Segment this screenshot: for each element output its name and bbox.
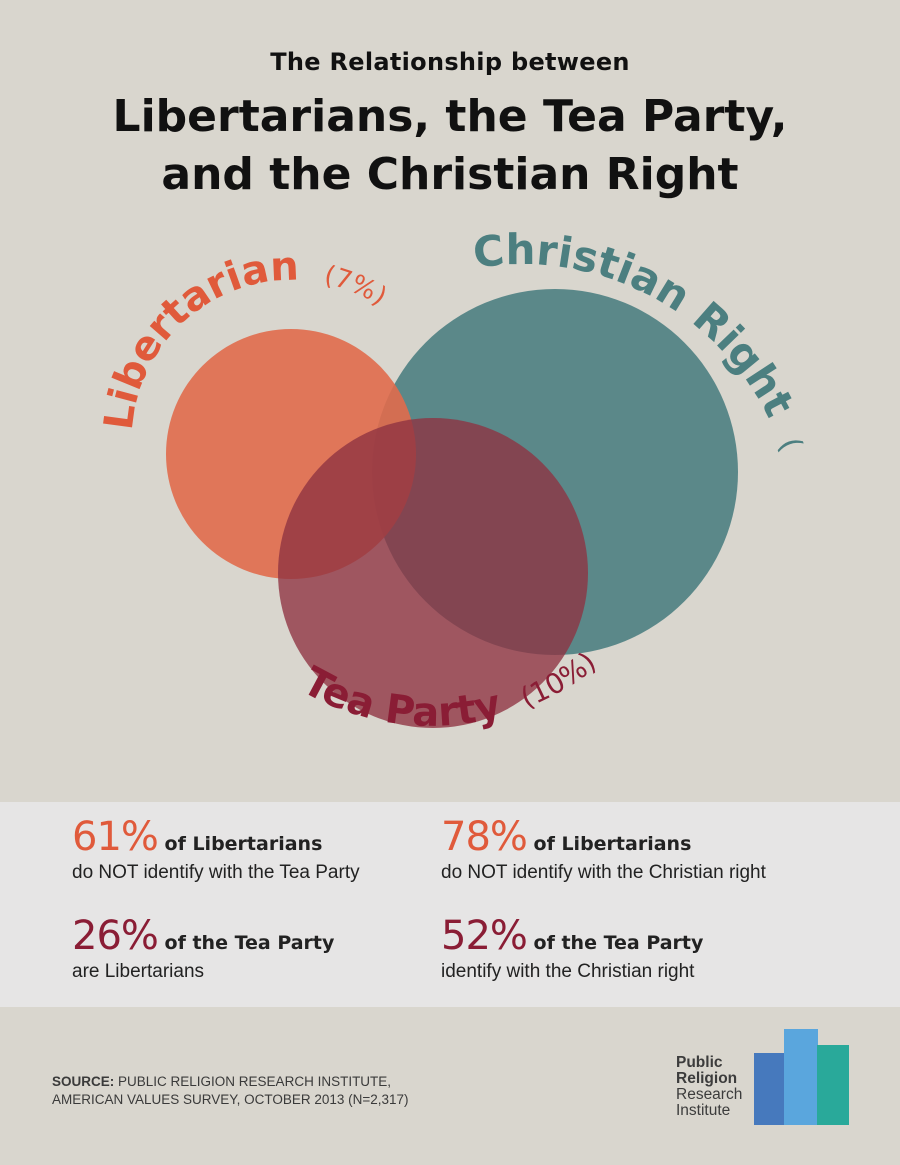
stat-text: are Libertarians <box>72 961 205 982</box>
title-small: The Relationship between <box>270 48 630 76</box>
logo-line-2: Religion <box>676 1070 738 1087</box>
logo-line-1: Public <box>676 1054 723 1071</box>
source-line-1: PUBLIC RELIGION RESEARCH INSTITUTE, <box>114 1074 392 1089</box>
stat-lead: of Libertarians <box>157 833 323 855</box>
stat-percent: 78% <box>441 814 528 860</box>
stat-text: identify with the Christian right <box>441 961 695 982</box>
title-block: The Relationship between Libertarians, t… <box>0 48 900 204</box>
stat-percent: 26% <box>72 913 159 959</box>
source-line-2: AMERICAN VALUES SURVEY, OCTOBER 2013 (N=… <box>52 1092 409 1107</box>
tea-party-circle <box>278 418 588 728</box>
stat-tea-party-libertarians: 26% of the Tea Party are Libertarians <box>72 913 334 983</box>
prri-logo: Public Religion Research Institute <box>676 1025 856 1130</box>
libertarian-percent: (7%) <box>321 260 391 312</box>
stat-libertarians-not-tea-party: 61% of Libertarians do NOT identify with… <box>72 814 360 884</box>
stat-tea-party-christian-right: 52% of the Tea Party identify with the C… <box>441 913 703 983</box>
source-note: SOURCE: PUBLIC RELIGION RESEARCH INSTITU… <box>52 1073 409 1109</box>
title-line-1: Libertarians, the Tea Party, <box>112 91 788 142</box>
stat-lead: of the Tea Party <box>526 932 704 954</box>
source-label: SOURCE: <box>52 1074 115 1089</box>
stat-text: do NOT identify with the Tea Party <box>72 862 360 883</box>
logo-bar-light-blue <box>784 1029 818 1125</box>
stat-libertarians-not-christian-right: 78% of Libertarians do NOT identify with… <box>441 814 766 884</box>
venn-diagram: Libertarian (7%) Christian Right (18%) T… <box>0 220 808 736</box>
logo-bar-teal <box>817 1045 849 1125</box>
logo-line-4: Institute <box>676 1102 731 1119</box>
stat-lead: of the Tea Party <box>157 932 335 954</box>
stat-percent: 52% <box>441 913 528 959</box>
stat-text: do NOT identify with the Christian right <box>441 862 766 883</box>
stats-band <box>0 802 900 1007</box>
stat-percent: 61% <box>72 814 159 860</box>
logo-bar-blue <box>754 1053 786 1125</box>
logo-text: Public Religion Research Institute <box>676 1055 742 1119</box>
stat-lead: of Libertarians <box>526 833 692 855</box>
logo-line-3: Research <box>676 1086 743 1103</box>
title-line-2: and the Christian Right <box>161 149 739 200</box>
